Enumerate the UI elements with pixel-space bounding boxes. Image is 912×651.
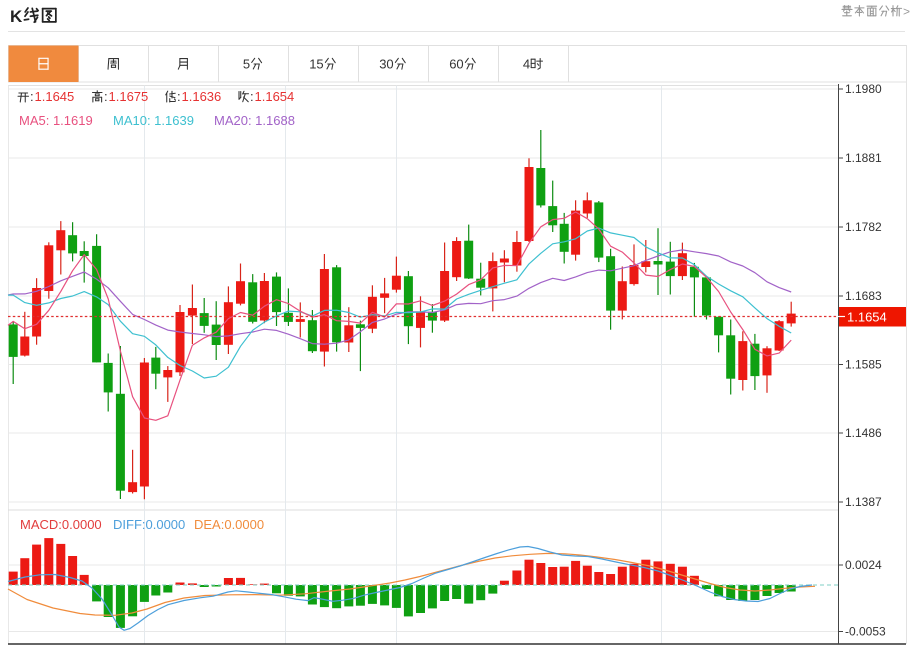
svg-text:MA20: 1.1688: MA20: 1.1688	[214, 113, 295, 128]
svg-text:60: 60	[449, 56, 463, 71]
svg-text:1.1980: 1.1980	[845, 82, 882, 96]
svg-text:30: 30	[379, 56, 393, 71]
svg-text:DEA:0.0000: DEA:0.0000	[194, 517, 264, 532]
svg-text:1.1675: 1.1675	[109, 89, 149, 104]
svg-text:1.1782: 1.1782	[845, 220, 882, 234]
svg-text::: :	[30, 89, 34, 104]
svg-text:DIFF:0.0000: DIFF:0.0000	[113, 517, 185, 532]
svg-text:15: 15	[309, 56, 323, 71]
svg-text:1.1636: 1.1636	[182, 89, 222, 104]
svg-text::: :	[177, 89, 181, 104]
svg-text:MACD:0.0000: MACD:0.0000	[20, 517, 102, 532]
svg-text:-0.0053: -0.0053	[845, 625, 886, 639]
svg-text:1.1683: 1.1683	[845, 289, 882, 303]
svg-text:K: K	[10, 7, 23, 26]
svg-text:MA10: 1.1639: MA10: 1.1639	[113, 113, 194, 128]
svg-text:0.0024: 0.0024	[845, 558, 882, 572]
svg-text:MA5: 1.1619: MA5: 1.1619	[19, 113, 93, 128]
svg-text:1.1654: 1.1654	[255, 89, 295, 104]
svg-text:1.1486: 1.1486	[845, 426, 882, 440]
svg-text:1.1645: 1.1645	[35, 89, 75, 104]
svg-text:>: >	[903, 5, 910, 19]
svg-text:4: 4	[523, 56, 530, 71]
svg-text:1.1387: 1.1387	[845, 495, 882, 509]
svg-text::: :	[104, 89, 108, 104]
svg-text:5: 5	[243, 56, 250, 71]
svg-text:1.1881: 1.1881	[845, 151, 882, 165]
svg-text:1.1585: 1.1585	[845, 358, 882, 372]
svg-text:1.1654: 1.1654	[847, 310, 887, 325]
svg-text::: :	[250, 89, 254, 104]
